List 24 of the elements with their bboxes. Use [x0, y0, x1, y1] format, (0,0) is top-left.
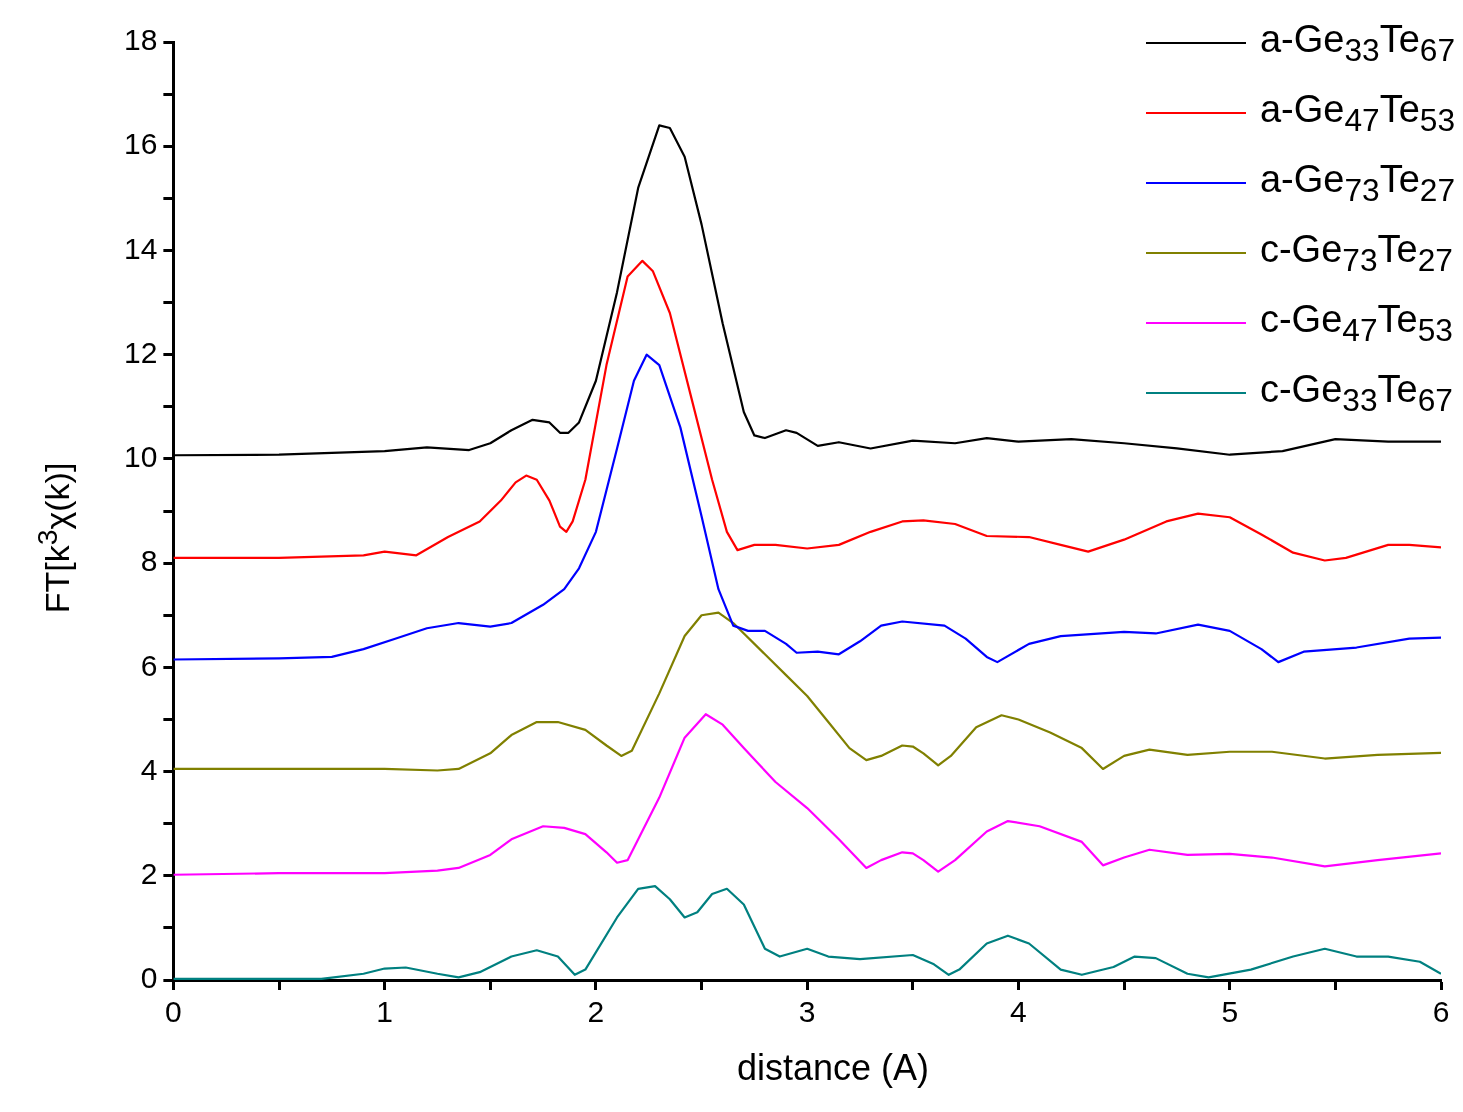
y-tick-label: 10 — [123, 440, 158, 474]
y-tick-label: 14 — [123, 231, 158, 265]
y-tick-label: 0 — [140, 961, 158, 995]
x-tick-label: 1 — [376, 995, 393, 1029]
x-tick-label: 6 — [1432, 995, 1450, 1029]
y-tick-label: 4 — [140, 752, 158, 786]
y-tick-label: 8 — [140, 544, 158, 578]
y-tick-label: 16 — [123, 127, 158, 161]
y-tick-label: 12 — [123, 335, 158, 369]
legend-label: c-Ge$_{33}$Te$_{67}$ — [1259, 367, 1453, 419]
legend-label: a-Ge$_{47}$Te$_{53}$ — [1259, 87, 1455, 139]
x-tick-label: 2 — [587, 995, 605, 1029]
legend-label: c-Ge$_{73}$Te$_{27}$ — [1259, 227, 1453, 279]
y-tick-label: 18 — [123, 23, 158, 57]
x-tick-label: 3 — [798, 995, 816, 1029]
legend-label: a-Ge$_{33}$Te$_{67}$ — [1259, 17, 1455, 69]
x-tick-label: 0 — [165, 995, 182, 1029]
x-tick-label: 5 — [1221, 995, 1239, 1029]
x-axis-title: distance (A) — [736, 1047, 930, 1089]
y-tick-label: 2 — [140, 857, 158, 891]
legend-label: c-Ge$_{47}$Te$_{53}$ — [1259, 297, 1453, 349]
x-tick-label: 4 — [1010, 995, 1027, 1029]
y-tick-label: 6 — [140, 648, 158, 682]
legend-label: a-Ge$_{73}$Te$_{27}$ — [1259, 157, 1455, 209]
